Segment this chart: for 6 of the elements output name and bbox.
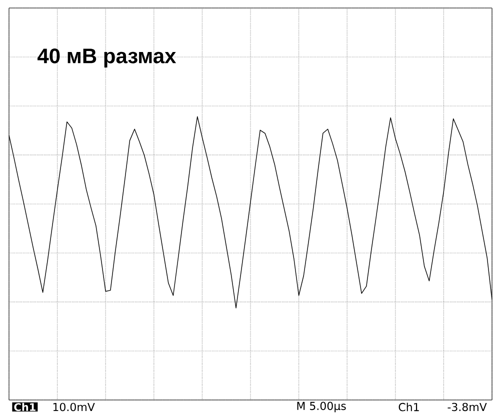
text: 40 мВ размах [38,48,176,68]
text: Ch1 [398,402,419,412]
text: M 5.00µs [297,402,346,412]
text: -3.8mV [448,402,487,412]
text: Ch1 [14,402,36,412]
text: 10.0mV [53,402,95,412]
